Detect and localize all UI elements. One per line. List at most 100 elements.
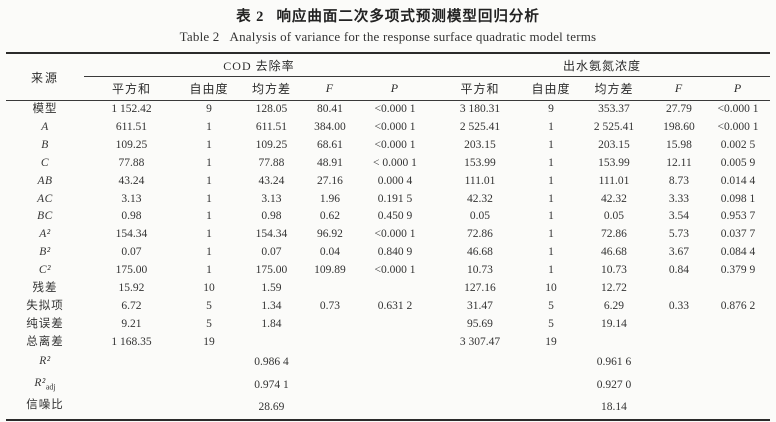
cell-nh3-0: 3 180.31: [459, 103, 501, 115]
table-header: 来源 COD 去除率 出水氨氮浓度 平方和 自由度 均方差 F P 平方和 自由…: [5, 53, 771, 101]
cell-cod-3: 27.16: [317, 174, 343, 187]
cell-cod-0: 175.00: [115, 264, 148, 277]
cell-nh3-4: <0.000 1: [717, 103, 759, 115]
cell-cod-2: 611.51: [255, 120, 288, 133]
cell-cod-0: 43.24: [118, 174, 145, 187]
header-source: 来源: [5, 53, 84, 101]
cell-cod-3: 68.61: [317, 138, 343, 151]
cell-cod-3: 0.62: [319, 210, 341, 223]
cell-nh3-1: 1: [548, 138, 554, 151]
cell-cod-2: [239, 334, 304, 352]
summary-value: 18.14: [601, 400, 627, 413]
cell-cod-0: 1 168.35: [111, 335, 152, 348]
cell-cod-1: 10: [203, 282, 215, 295]
table-number-zh: 表 2: [236, 9, 265, 25]
table-title-en: Table 2 Analysis of variance for the resp…: [0, 29, 776, 45]
row-label: 总离差: [26, 335, 64, 348]
cell-cod-3: 0.73: [319, 299, 341, 312]
summary-value: 0.961 6: [596, 356, 632, 369]
cell-cod-1: 9: [206, 103, 212, 115]
cell-cod-1: 1: [206, 228, 212, 241]
cell-nh3-0: 3 307.47: [459, 335, 501, 348]
cell-nh3-2: 0.05: [603, 210, 625, 223]
summary-label-r2: R²: [39, 354, 51, 367]
cell-nh3-1: 1: [548, 120, 554, 133]
cell-nh3-0: 10.73: [467, 264, 493, 277]
cell-cod-3: [304, 316, 356, 334]
cell-nh3-2: 46.68: [601, 246, 627, 259]
cell-nh3-4: 0.953 7: [720, 210, 756, 223]
header-group-nh3: 出水氨氮浓度: [433, 53, 771, 77]
cell-cod-4: <0.000 1: [374, 120, 416, 133]
cell-nh3-0: 111.01: [464, 174, 496, 187]
cell-nh3-3: 27.79: [666, 103, 692, 115]
cell-cod-4: [356, 316, 434, 334]
cell-cod-2: 0.98: [261, 210, 282, 223]
summary-value: 0.974 1: [254, 378, 289, 391]
cell-cod-1: 1: [206, 264, 212, 277]
row-label: 失拟项: [26, 299, 64, 312]
cell-cod-1: 1: [206, 246, 212, 259]
cell-nh3-0: 153.99: [464, 156, 496, 169]
cell-nh3-3: [652, 316, 706, 334]
cell-nh3-4: 0.014 4: [720, 174, 756, 187]
cell-cod-4: 0.631 2: [377, 299, 413, 312]
cell-cod-2: 109.25: [255, 138, 288, 151]
cell-nh3-1: 1: [548, 246, 554, 259]
cell-nh3-3: [652, 280, 706, 298]
cell-nh3-0: 72.86: [467, 228, 493, 241]
summary-label-r2adj: R²adj: [34, 376, 56, 392]
cell-cod-3: 1.96: [319, 192, 341, 205]
cell-cod-2: 1.59: [261, 282, 282, 295]
cell-cod-2: 0.07: [261, 246, 282, 259]
table-row: 纯误差 9.21 5 1.84 95.69 5 19.14: [6, 316, 770, 334]
cell-cod-1: 1: [206, 210, 212, 223]
cell-nh3-1: 9: [548, 103, 554, 115]
table-row: C² 175.00 1 175.00 109.89 <0.000 1 10.73 1 10.73…: [6, 262, 770, 280]
cell-cod-4: <0.000 1: [374, 228, 416, 241]
table-caption-en: Analysis of variance for the response su…: [229, 29, 597, 44]
cell-nh3-0: 95.69: [467, 317, 493, 330]
cell-cod-1: 5: [206, 317, 212, 330]
table-summary: R² 0.986 4 0.961 6 R²adj 0.974 1 0.927 0…: [6, 352, 770, 420]
summary-label-snr: 信噪比: [26, 399, 64, 412]
cell-cod-3: [304, 334, 356, 352]
cell-cod-2: 3.13: [261, 192, 282, 205]
summary-row-r2adj: R²adj 0.974 1 0.927 0: [6, 374, 770, 396]
cell-nh3-4: 0.037 7: [720, 228, 756, 241]
cell-cod-1: 1: [206, 138, 212, 151]
row-label: A²: [39, 228, 51, 241]
row-label: AC: [37, 192, 53, 205]
cell-cod-4: 0.191 5: [377, 192, 413, 205]
cell-nh3-4: 0.002 5: [720, 138, 756, 151]
header-nh3-df: 自由度: [525, 76, 576, 101]
cell-nh3-4: 0.876 2: [720, 299, 756, 312]
cell-nh3-2: 153.99: [598, 156, 630, 169]
row-label: 纯误差: [26, 317, 64, 330]
cell-cod-1: 19: [203, 335, 215, 348]
table-row: 失拟项 6.72 5 1.34 0.73 0.631 2 31.47 5 6.29 0.33 0.8…: [6, 298, 770, 316]
table-row: 模型 1 152.42 9 128.05 80.41 <0.000 1 3 180.31 9 3…: [6, 101, 770, 119]
cell-cod-2: 175.00: [255, 264, 288, 277]
summary-row-r2: R² 0.986 4 0.961 6: [6, 352, 770, 374]
cell-nh3-3: 15.98: [666, 138, 692, 151]
row-label: A: [41, 120, 49, 133]
table-row: C 77.88 1 77.88 48.91 < 0.000 1 153.99 1 153.99 1…: [6, 155, 770, 173]
row-label: B²: [39, 246, 51, 259]
cell-nh3-0: 127.16: [464, 282, 496, 295]
header-cod-f: F: [303, 76, 356, 101]
cell-nh3-3: 0.84: [668, 264, 690, 277]
cell-cod-0: 77.88: [118, 156, 145, 169]
cell-nh3-1: 19: [545, 335, 557, 348]
cell-nh3-4: [706, 316, 770, 334]
cell-cod-2: 77.88: [258, 156, 285, 169]
row-label: B: [41, 138, 49, 151]
header-cod-p: P: [355, 76, 434, 101]
cell-cod-0: 0.98: [121, 210, 142, 223]
cell-nh3-2: [576, 334, 652, 352]
cell-nh3-3: 0.33: [668, 299, 690, 312]
row-label: AB: [37, 174, 53, 187]
cell-cod-3: [304, 280, 356, 298]
cell-nh3-2: 12.72: [601, 282, 627, 295]
